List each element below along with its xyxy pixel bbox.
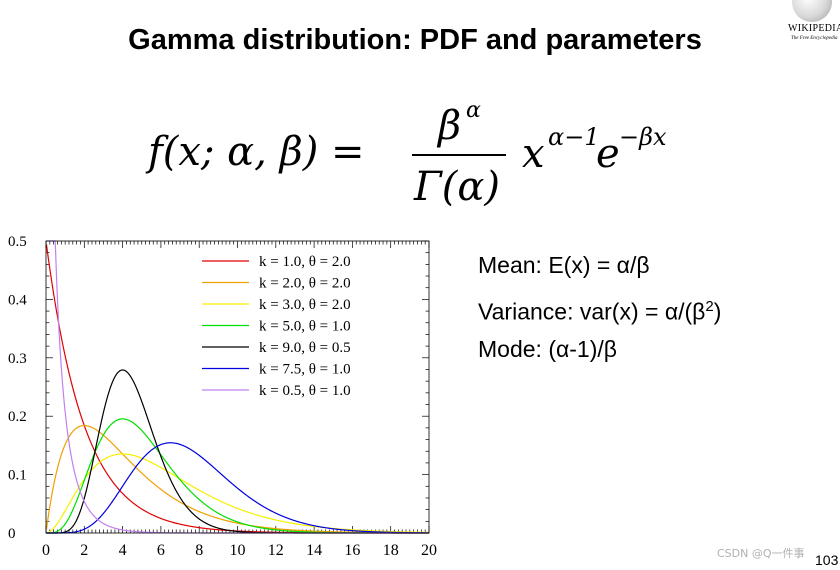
series-line-6 xyxy=(46,442,430,534)
y-tick-label: 0.3 xyxy=(8,351,27,367)
legend-label-3: k = 3.0, θ = 2.0 xyxy=(259,297,351,313)
series-line-3 xyxy=(46,453,430,534)
y-tick-label: 0 xyxy=(8,526,16,542)
legend-label-1: k = 1.0, θ = 2.0 xyxy=(259,254,351,270)
formula-x-exponent: α−1 xyxy=(548,123,600,151)
x-tick-label: 2 xyxy=(80,542,88,559)
logo-tagline: The Free Encyclopedia xyxy=(791,36,838,41)
y-tick-label: 0.1 xyxy=(8,468,27,484)
x-tick-label: 16 xyxy=(344,542,360,559)
formula-x: x xyxy=(522,131,545,177)
series-line-1 xyxy=(45,244,429,534)
x-tick-label: 4 xyxy=(119,542,127,559)
x-tick-label: 8 xyxy=(195,542,203,559)
formula-numerator: β xyxy=(436,103,461,149)
x-tick-labels: 0 2 4 6 8 10 12 14 16 18 20 xyxy=(42,542,437,559)
legend-label-6: k = 7.5, θ = 1.0 xyxy=(259,362,351,378)
series-line-7 xyxy=(46,240,429,534)
mean-formula: Mean: E(x) = α/β xyxy=(478,252,650,278)
x-tick-label: 6 xyxy=(157,542,165,559)
legend-label-5: k = 9.0, θ = 0.5 xyxy=(259,340,351,356)
x-tick-label: 18 xyxy=(383,542,399,559)
series-line-2 xyxy=(45,424,429,534)
formula-numerator-exponent: α xyxy=(466,98,481,123)
x-tick-label: 20 xyxy=(421,542,437,559)
watermark: CSDN @Q一件事 xyxy=(717,547,805,560)
legend-label-7: k = 0.5, θ = 1.0 xyxy=(259,383,351,399)
series-lines xyxy=(45,240,430,534)
legend-label-2: k = 2.0, θ = 2.0 xyxy=(259,276,351,292)
pdf-formula: f(x; α, β) = β α Γ(α) x α−1 e −βx xyxy=(145,98,667,210)
parameter-stats: Mean: E(x) = α/β Variance: var(x) = α/(β… xyxy=(478,248,721,374)
y-tick-label: 0.5 xyxy=(8,234,27,250)
axis-ticks xyxy=(45,240,430,534)
formula-e: e xyxy=(596,131,620,177)
legend-label-4: k = 5.0, θ = 1.0 xyxy=(259,319,351,335)
gamma-pdf-chart: 0 0.1 0.2 0.3 0.4 0.5 0 2 4 6 8 10 12 14 16 18 20 k = 1… xyxy=(8,234,437,559)
variance-formula: Variance: var(x) = α/(β2) xyxy=(478,298,722,325)
y-tick-label: 0.4 xyxy=(8,292,27,308)
y-tick-label: 0.2 xyxy=(8,409,27,425)
wikipedia-logo: WIKIPEDIA The Free Encyclopedia xyxy=(778,0,840,52)
x-tick-label: 0 xyxy=(42,542,50,559)
x-tick-label: 10 xyxy=(230,542,246,559)
slide-title: Gamma distribution: PDF and parameters xyxy=(128,24,702,56)
plot-frame xyxy=(45,240,430,534)
page-number: 103 xyxy=(815,552,839,568)
logo-wordmark: WIKIPEDIA xyxy=(788,23,840,34)
formula-lhs: f(x; α, β) = xyxy=(145,129,365,175)
y-tick-labels: 0 0.1 0.2 0.3 0.4 0.5 xyxy=(8,234,27,542)
mode-formula: Mode: (α-1)/β xyxy=(478,336,617,362)
x-tick-label: 12 xyxy=(268,542,284,559)
formula-denominator: Γ(α) xyxy=(413,164,500,210)
variance-exponent: 2 xyxy=(705,298,714,315)
x-tick-label: 14 xyxy=(306,542,322,559)
formula-e-exponent: −βx xyxy=(619,123,667,151)
globe-icon xyxy=(792,0,832,22)
legend: k = 1.0, θ = 2.0 k = 2.0, θ = 2.0 k = 3.0,… xyxy=(202,254,351,399)
